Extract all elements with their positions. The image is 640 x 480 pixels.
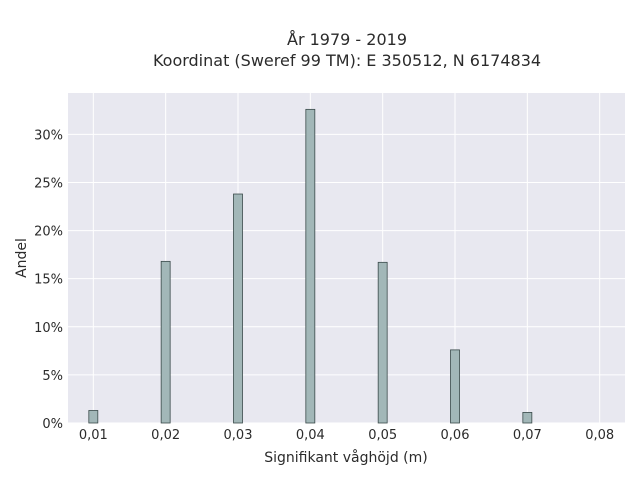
y-axis-label: Andel <box>14 238 30 278</box>
y-axis-ticks: 0% 5% 10% 15% 20% 25% 30% <box>34 128 63 432</box>
x-tick-label: 0,01 <box>79 428 108 443</box>
y-tick-label: 15% <box>34 273 63 288</box>
x-axis-ticks: 0,01 0,02 0,03 0,04 0,05 0,06 0,07 0,08 <box>79 428 614 443</box>
y-tick-label: 0% <box>42 417 63 432</box>
y-tick-label: 10% <box>34 321 63 336</box>
histogram-bar <box>377 261 388 424</box>
x-tick-label: 0,04 <box>296 428 325 443</box>
x-tick-label: 0,07 <box>513 428 542 443</box>
plot-area <box>68 93 625 423</box>
chart-title-line-1: År 1979 - 2019 <box>287 30 407 49</box>
x-tick-label: 0,03 <box>224 428 253 443</box>
x-tick-label: 0,08 <box>585 428 614 443</box>
x-tick-label: 0,06 <box>441 428 470 443</box>
histogram-bar <box>160 260 171 424</box>
y-tick-label: 5% <box>42 369 63 384</box>
x-tick-label: 0,05 <box>368 428 397 443</box>
histogram-bar <box>233 193 243 424</box>
chart-title-line-2: Koordinat (Sweref 99 TM): E 350512, N 61… <box>153 51 541 70</box>
histogram-bar <box>450 349 460 424</box>
histogram-bar <box>88 410 99 424</box>
y-tick-label: 30% <box>34 128 63 143</box>
x-tick-label: 0,02 <box>151 428 180 443</box>
x-axis-label: Signifikant våghöjd (m) <box>264 449 427 466</box>
y-tick-label: 20% <box>34 225 63 240</box>
histogram-bar <box>305 108 316 424</box>
y-tick-label: 25% <box>34 176 63 191</box>
histogram-bar <box>522 412 533 424</box>
bars <box>88 108 533 424</box>
